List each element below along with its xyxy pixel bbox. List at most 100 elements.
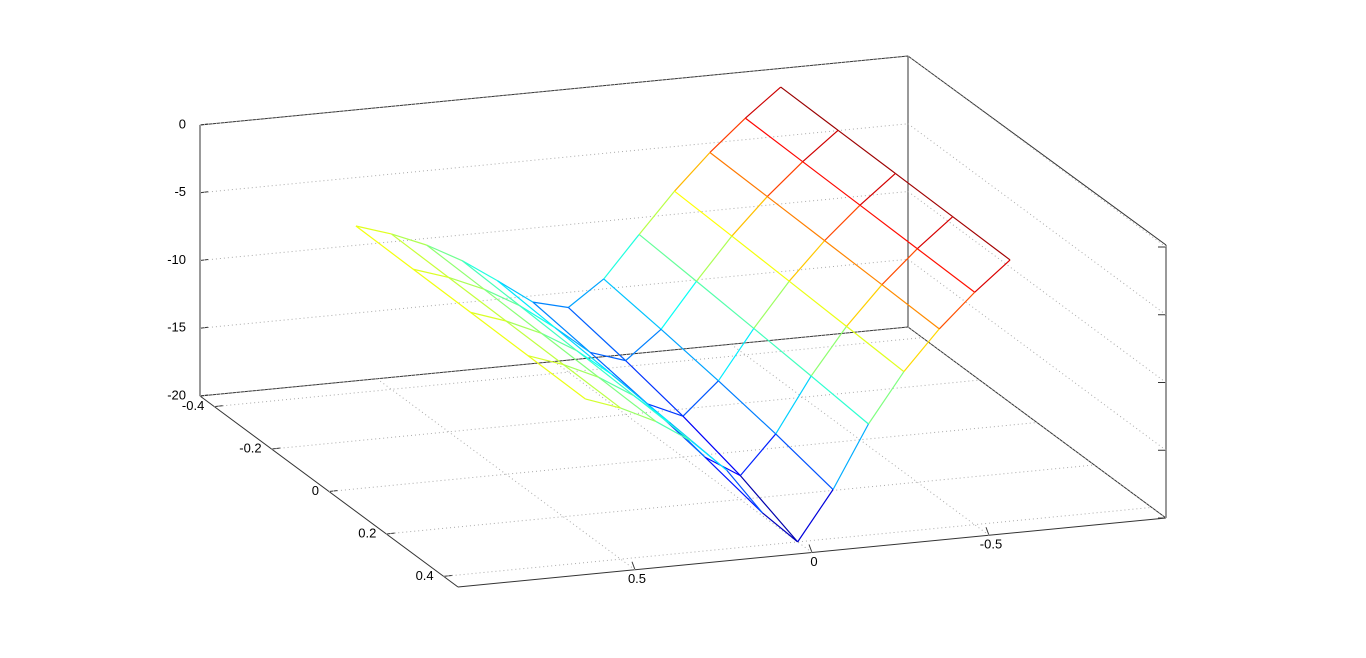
- mesh-segment: [974, 259, 1011, 293]
- mesh-segment: [567, 307, 627, 362]
- tick-mark: [631, 561, 636, 570]
- mesh-segment: [355, 225, 392, 235]
- mesh-segment: [766, 196, 825, 242]
- mesh-segment: [611, 374, 670, 423]
- mesh-segment: [470, 311, 529, 357]
- mesh-segment: [832, 423, 869, 490]
- mesh-segment: [824, 240, 883, 286]
- mesh-segment: [483, 288, 520, 307]
- mesh-segment: [717, 328, 755, 382]
- mesh-segment: [426, 244, 485, 290]
- mesh-segment: [731, 235, 790, 282]
- box: [199, 55, 1167, 588]
- mesh-segment: [903, 328, 940, 373]
- mesh-segment: [390, 233, 450, 278]
- mesh-segment: [753, 327, 812, 377]
- mesh-segment: [541, 332, 578, 352]
- mesh-segment: [448, 276, 507, 322]
- grid-line: [907, 123, 1167, 316]
- mesh-segment: [780, 86, 839, 131]
- mesh-segment: [846, 284, 883, 327]
- mesh-segment: [704, 456, 763, 514]
- mesh-segment: [916, 216, 954, 250]
- mesh-segment: [952, 216, 1011, 261]
- mesh-segment: [709, 152, 768, 198]
- mesh-segment: [775, 433, 834, 490]
- mesh-segment: [576, 350, 635, 397]
- x-tick-label: -0.5: [980, 537, 1002, 552]
- mesh-segment: [461, 260, 520, 307]
- mesh-segment: [744, 117, 804, 163]
- z-tick-label: -20: [167, 387, 186, 402]
- grid-line: [328, 422, 1038, 492]
- mesh-segment: [660, 280, 697, 330]
- mesh-segment: [696, 280, 755, 329]
- y-tick-label: 0: [312, 483, 319, 498]
- tick-mark: [808, 544, 813, 553]
- mesh-segment: [603, 234, 640, 280]
- mesh-segment: [717, 380, 777, 435]
- tick-mark: [985, 527, 990, 536]
- mesh-segment: [761, 512, 799, 543]
- grid-line: [376, 378, 636, 571]
- y-tick-label: 0.2: [358, 525, 376, 540]
- grid-line: [907, 191, 1167, 383]
- mesh-segment: [412, 268, 471, 313]
- mesh-segment: [413, 268, 449, 279]
- mesh-segment: [788, 240, 826, 282]
- mesh-segment: [527, 355, 564, 366]
- grid-line: [907, 55, 1167, 248]
- mesh-segment: [859, 204, 918, 250]
- mesh-segment: [775, 375, 812, 435]
- mesh-segment: [895, 172, 954, 218]
- mesh-segment: [554, 327, 613, 376]
- mesh-segment: [810, 326, 848, 377]
- mesh-segment: [355, 225, 414, 270]
- mesh-segment: [590, 351, 626, 362]
- mesh-segment: [691, 440, 728, 471]
- mesh-segment: [391, 233, 427, 246]
- mesh-segment: [638, 233, 697, 282]
- y-tick-label: 0.4: [416, 568, 434, 583]
- mesh-segment: [470, 311, 507, 322]
- mesh-segment: [527, 355, 586, 400]
- grid-line: [907, 258, 1167, 451]
- mesh-segment: [505, 320, 542, 334]
- mesh-segment: [620, 407, 657, 423]
- grid-line: [553, 361, 813, 553]
- mesh-segment: [682, 415, 741, 477]
- grid-line: [214, 337, 923, 408]
- grid-line: [443, 506, 1152, 577]
- mesh-segment: [563, 363, 599, 378]
- y-tick-label: -0.4: [182, 398, 204, 413]
- mesh-segment: [461, 260, 498, 282]
- mesh-segment: [647, 403, 684, 417]
- mesh-segment: [483, 288, 542, 334]
- mesh-segment: [674, 190, 733, 237]
- z-tick-label: -5: [174, 184, 186, 199]
- grid-line: [199, 123, 909, 194]
- mesh-segment: [867, 371, 905, 425]
- mesh-segment: [448, 276, 485, 290]
- mesh-segment: [625, 360, 684, 417]
- box-edge: [907, 55, 1167, 246]
- mesh-segment: [633, 395, 692, 442]
- mesh-segment: [695, 235, 733, 282]
- z-tick-label: 0: [179, 116, 186, 131]
- mesh-segment: [682, 380, 719, 417]
- mesh-segment: [567, 278, 605, 308]
- mesh-segment: [541, 332, 600, 378]
- mesh-segment: [562, 364, 622, 409]
- mesh-segment: [938, 291, 976, 330]
- grid-line: [199, 191, 909, 261]
- mesh-segment: [726, 469, 763, 514]
- mesh-segment: [709, 117, 746, 153]
- mesh-segment: [859, 172, 896, 206]
- mesh-segment: [916, 248, 976, 293]
- z-tick-label: -15: [167, 320, 186, 335]
- grid-line: [271, 379, 980, 450]
- mesh-segment: [505, 320, 564, 366]
- mesh-segment: [519, 305, 578, 352]
